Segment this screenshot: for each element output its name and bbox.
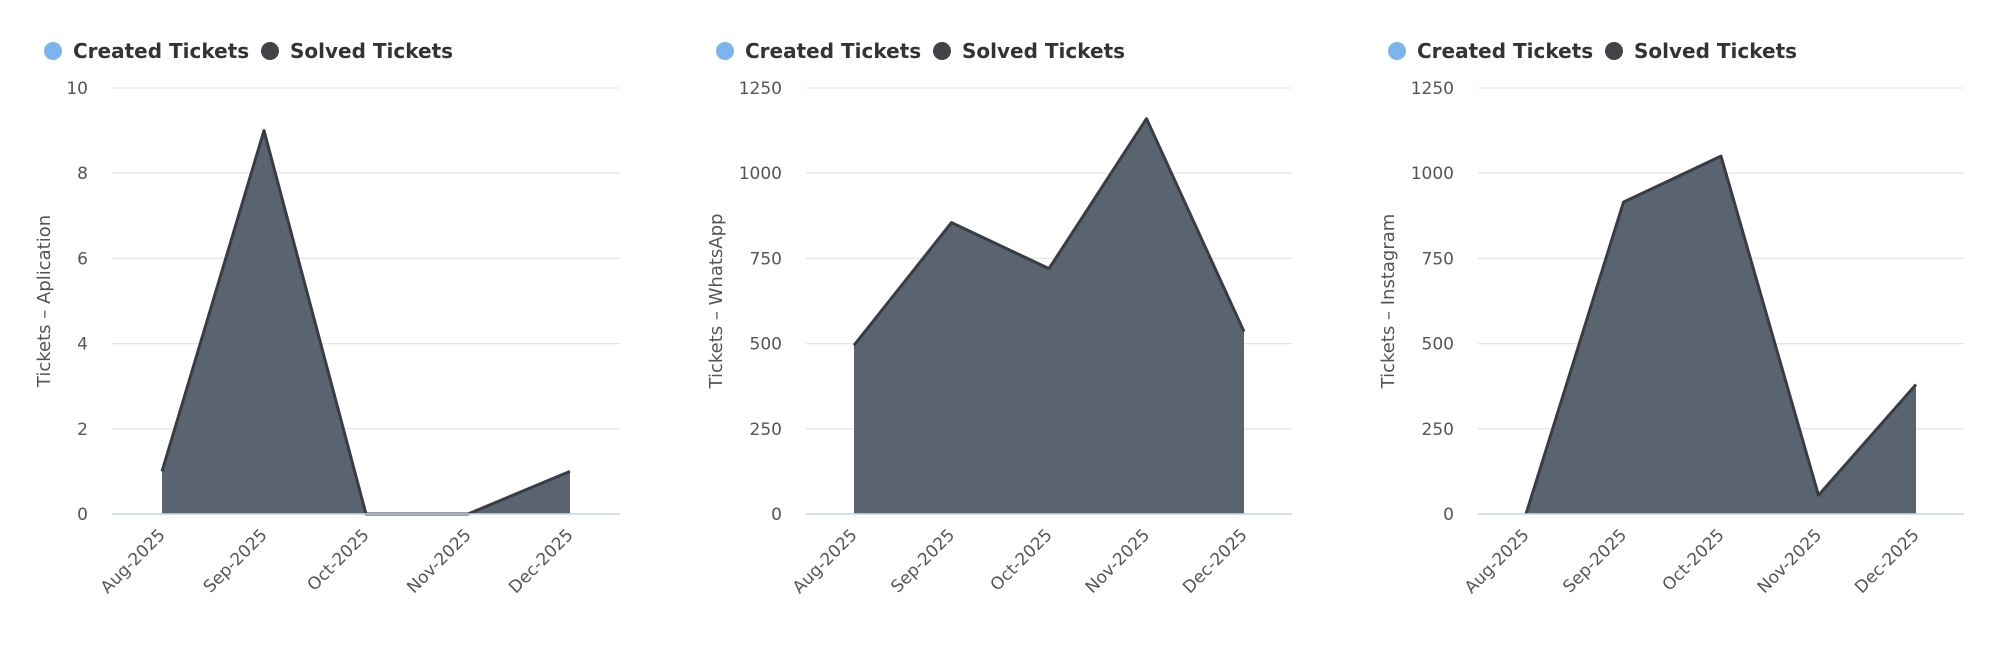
legend-item-solved: Solved Tickets — [1605, 39, 1797, 63]
y-tick-label: 250 — [750, 420, 782, 440]
x-tick-label: Dec-2025 — [505, 525, 577, 597]
x-tick-label: Nov-2025 — [403, 525, 475, 597]
legend-item-created: Created Tickets — [716, 39, 921, 63]
chart-whatsapp: Created Tickets Solved Tickets 0 250 500 750 1… — [706, 39, 1292, 598]
legend-marker — [44, 42, 62, 60]
legend-label: Solved Tickets — [290, 39, 453, 63]
legend-item-created: Created Tickets — [1388, 39, 1593, 63]
y-tick-label: 0 — [771, 505, 782, 525]
y-tick-label: 750 — [1422, 249, 1454, 269]
legend: Created Tickets Solved Tickets — [1388, 39, 1797, 63]
y-tick-label: 4 — [77, 335, 88, 355]
legend-marker — [933, 42, 951, 60]
x-tick-label: Nov-2025 — [1754, 525, 1826, 597]
legend-label: Solved Tickets — [1634, 39, 1797, 63]
legend-marker — [716, 42, 734, 60]
x-tick-label: Sep-2025 — [887, 525, 959, 597]
y-tick-label: 500 — [750, 335, 782, 355]
legend-label: Solved Tickets — [962, 39, 1125, 63]
y-tick-label: 6 — [77, 249, 88, 269]
legend-label: Created Tickets — [73, 39, 249, 63]
x-tick-label: Aug-2025 — [1461, 525, 1534, 598]
y-tick-label: 1250 — [739, 79, 782, 99]
series-line-created — [1524, 154, 1918, 515]
x-tick-label: Nov-2025 — [1082, 525, 1154, 597]
area-series-created — [854, 118, 1244, 514]
y-tick-label: 500 — [1422, 335, 1454, 355]
legend: Created Tickets Solved Tickets — [716, 39, 1125, 63]
chart-aplication: Created Tickets Solved Tickets 0 2 4 6 8 10 Tick… — [34, 39, 620, 598]
y-tick-label: 1000 — [739, 164, 782, 184]
legend-label: Created Tickets — [745, 39, 921, 63]
x-tick-label: Oct-2025 — [304, 525, 374, 595]
x-tick-label: Dec-2025 — [1851, 525, 1923, 597]
y-tick-label: 10 — [66, 79, 88, 99]
y-tick-label: 0 — [1443, 505, 1454, 525]
y-axis-title: Tickets – WhatsApp — [706, 214, 727, 390]
series-line-created — [852, 117, 1246, 347]
legend: Created Tickets Solved Tickets — [44, 39, 453, 63]
y-tick-label: 1250 — [1411, 79, 1454, 99]
area-series-created — [162, 130, 570, 514]
y-tick-label: 2 — [77, 420, 88, 440]
x-tick-label: Dec-2025 — [1179, 525, 1251, 597]
area-series-created — [1526, 156, 1916, 514]
legend-item-created: Created Tickets — [44, 39, 249, 63]
x-tick-label: Sep-2025 — [200, 525, 272, 597]
legend-item-solved: Solved Tickets — [261, 39, 453, 63]
x-tick-label: Oct-2025 — [987, 525, 1057, 595]
legend-label: Created Tickets — [1417, 39, 1593, 63]
y-tick-label: 1000 — [1411, 164, 1454, 184]
legend-marker — [1605, 42, 1623, 60]
legend-marker — [1388, 42, 1406, 60]
y-axis-title: Tickets – Aplication — [34, 215, 55, 388]
x-tick-label: Aug-2025 — [97, 525, 170, 598]
y-tick-label: 0 — [77, 505, 88, 525]
y-axis-title: Tickets – Instagram — [1378, 214, 1399, 390]
y-tick-label: 250 — [1422, 420, 1454, 440]
legend-marker — [261, 42, 279, 60]
y-tick-label: 8 — [77, 164, 88, 184]
y-tick-label: 750 — [750, 249, 782, 269]
x-tick-label: Aug-2025 — [789, 525, 862, 598]
x-tick-label: Sep-2025 — [1559, 525, 1631, 597]
legend-item-solved: Solved Tickets — [933, 39, 1125, 63]
x-tick-label: Oct-2025 — [1659, 525, 1729, 595]
chart-instagram: Created Tickets Solved Tickets 0 250 500 750 1… — [1378, 39, 1964, 598]
